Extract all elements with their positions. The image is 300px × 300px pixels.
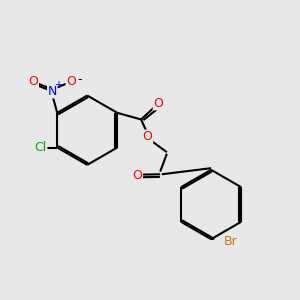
Text: O: O — [66, 75, 76, 88]
Text: -: - — [78, 73, 82, 86]
Text: O: O — [28, 75, 38, 88]
Text: +: + — [54, 80, 62, 90]
Text: O: O — [153, 97, 163, 110]
Text: Br: Br — [224, 235, 237, 248]
Text: N: N — [48, 85, 57, 98]
Text: O: O — [143, 130, 153, 143]
Text: Cl: Cl — [34, 141, 47, 154]
Text: O: O — [133, 169, 142, 182]
